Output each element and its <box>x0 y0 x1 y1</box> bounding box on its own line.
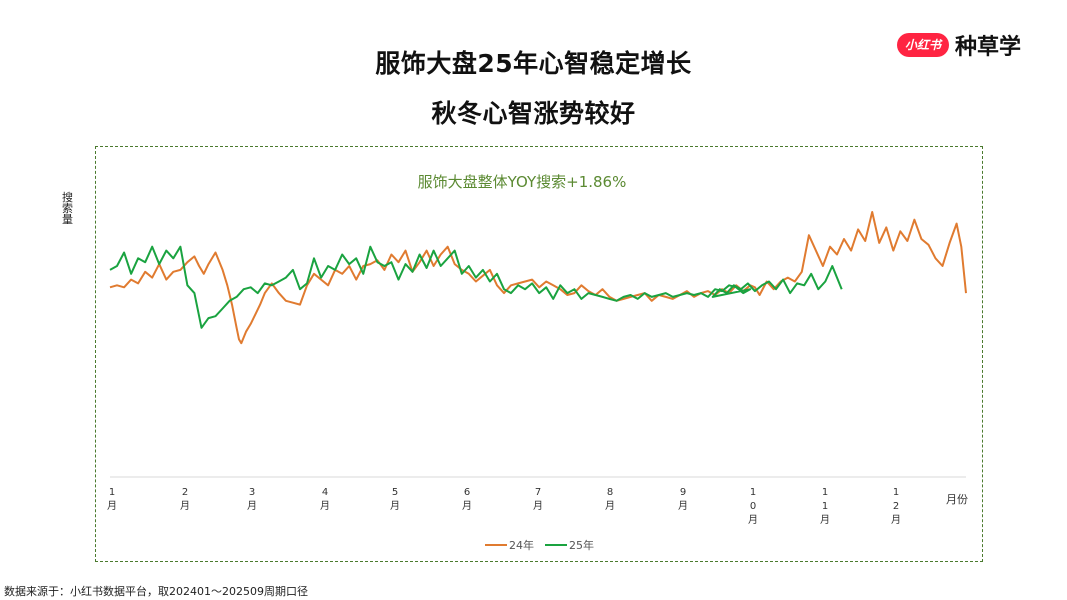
series-line-25年 <box>109 245 843 329</box>
x-axis-ticks: 1 月 2 月 3 月 4 月 5 月 6 月 7 月 8 月 9 月 1 0 月 1 1 月 1 2 月 <box>107 487 901 526</box>
logo: 小红书 种草学 <box>897 32 1022 60</box>
logo-badge: 小红书 <box>897 33 950 57</box>
legend: 24年 25年 <box>485 538 594 552</box>
legend-label: 25年 <box>569 538 594 552</box>
chart-title: 服饰大盘整体YOY搜索+1.86% <box>418 173 627 191</box>
data-source-note: 数据来源于：小红书数据平台，取202401～202509周期口径 <box>4 585 308 598</box>
page-title: 服饰大盘25年心智稳定增长 <box>375 49 692 78</box>
x-axis-label: 月份 <box>946 493 968 506</box>
page-subtitle: 秋冬心智涨势较好 <box>431 99 636 128</box>
chart-frame <box>95 146 983 562</box>
y-axis-label: 搜索量 <box>62 191 73 226</box>
legend-label: 24年 <box>509 538 534 552</box>
series-line-24年 <box>109 211 967 345</box>
logo-text: 种草学 <box>955 35 1022 60</box>
series-lines <box>109 211 967 345</box>
